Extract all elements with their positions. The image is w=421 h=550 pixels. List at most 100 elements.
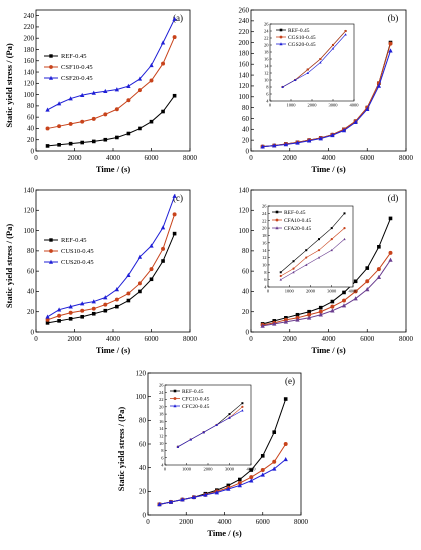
inset-y-tick-label: 10 bbox=[262, 263, 267, 268]
y-tick-label: 80 bbox=[27, 247, 35, 255]
panel-label: (e) bbox=[285, 376, 295, 386]
legend-label: CUS20-0.45 bbox=[61, 259, 94, 266]
inset-data-point bbox=[202, 430, 205, 434]
data-point bbox=[353, 296, 358, 301]
data-point bbox=[180, 497, 185, 502]
inset-data-point bbox=[318, 238, 320, 241]
inset-y-tick-label: 26 bbox=[262, 204, 267, 209]
data-point bbox=[161, 109, 165, 114]
data-point bbox=[137, 254, 143, 259]
data-point bbox=[388, 216, 393, 221]
data-point bbox=[126, 272, 131, 277]
data-point bbox=[160, 225, 166, 230]
x-tick-label: 4000 bbox=[106, 154, 121, 162]
x-tick-label: 2000 bbox=[179, 518, 194, 526]
series-line bbox=[47, 18, 176, 111]
y-tick-label: 0 bbox=[31, 328, 35, 336]
y-tick-label: 140 bbox=[24, 68, 35, 76]
y-tick-label: 60 bbox=[139, 440, 147, 448]
data-point bbox=[376, 274, 382, 280]
legend-marker bbox=[173, 404, 177, 408]
data-point bbox=[283, 397, 288, 401]
y-tick-label: 20 bbox=[139, 488, 147, 496]
legend-label: CFC10-0.45 bbox=[182, 396, 210, 402]
data-point bbox=[330, 308, 335, 313]
inset-x-tick-label: 4000 bbox=[247, 467, 257, 472]
inset-y-tick-label: 12 bbox=[159, 434, 164, 439]
data-point bbox=[138, 289, 142, 294]
data-point bbox=[365, 106, 370, 112]
data-point bbox=[114, 107, 119, 112]
inset-data-point bbox=[241, 405, 244, 408]
inset-y-tick-label: 14 bbox=[159, 426, 164, 431]
data-point bbox=[365, 279, 370, 284]
legend-label: REF-0.45 bbox=[284, 210, 306, 216]
inset-data-point bbox=[331, 47, 335, 50]
data-point bbox=[295, 140, 300, 145]
data-point bbox=[68, 304, 73, 309]
y-tick-label: 0 bbox=[246, 147, 250, 155]
y-tick-label: 40 bbox=[27, 288, 35, 296]
data-point bbox=[191, 494, 197, 500]
data-point bbox=[295, 312, 300, 317]
inset-series-line bbox=[280, 238, 345, 280]
data-point bbox=[260, 323, 265, 328]
data-point bbox=[214, 490, 220, 495]
legend-marker bbox=[173, 397, 177, 400]
inset-y-tick-label: 18 bbox=[262, 233, 267, 238]
inset-y-tick-label: 12 bbox=[264, 71, 269, 76]
y-axis-title: Static yield stress / (Pa) bbox=[116, 407, 126, 492]
y-tick-label: 100 bbox=[24, 227, 35, 235]
x-tick-label: 2000 bbox=[283, 335, 298, 343]
x-tick-label: 8000 bbox=[399, 154, 414, 162]
data-point bbox=[238, 477, 242, 482]
data-point bbox=[237, 483, 242, 488]
inset-data-point bbox=[343, 212, 346, 215]
data-point bbox=[80, 308, 85, 313]
panel-label: (a) bbox=[173, 13, 183, 23]
inset-data-point bbox=[305, 263, 308, 266]
data-point bbox=[330, 132, 335, 138]
inset-y-tick-label: 18 bbox=[264, 50, 269, 55]
data-point bbox=[56, 101, 62, 106]
data-point bbox=[318, 305, 323, 310]
inset-data-point bbox=[306, 71, 309, 74]
y-tick-label: 140 bbox=[24, 186, 35, 194]
inset-y-tick-label: 10 bbox=[159, 441, 164, 446]
panel-label: (c) bbox=[173, 193, 183, 203]
data-point bbox=[68, 96, 73, 101]
y-tick-label: 40 bbox=[27, 125, 35, 133]
data-point bbox=[365, 287, 370, 292]
panel-label: (b) bbox=[388, 13, 399, 23]
data-point bbox=[149, 119, 154, 124]
data-point bbox=[342, 290, 346, 295]
inset-y-tick-label: 4 bbox=[161, 463, 164, 468]
data-point bbox=[260, 144, 265, 149]
inset-x-tick-label: 1000 bbox=[285, 289, 295, 294]
y-tick-label: 80 bbox=[242, 247, 250, 255]
y-axis-title: Static yield stress / (Pa) bbox=[4, 43, 14, 128]
data-point bbox=[283, 457, 288, 462]
data-point bbox=[126, 291, 131, 296]
inset-y-tick-label: 26 bbox=[264, 22, 269, 27]
inset: 0 1000 2000 3000 4000 4 6 8 10 12 14 16 18 20 22 24 26 RE… bbox=[159, 383, 256, 472]
x-tick-label: 4000 bbox=[218, 518, 233, 526]
y-tick-label: 120 bbox=[239, 207, 250, 215]
x-tick-label: 8000 bbox=[183, 154, 198, 162]
inset-x-tick-label: 4000 bbox=[349, 289, 359, 294]
data-point bbox=[341, 128, 347, 133]
data-point bbox=[353, 279, 358, 284]
data-point bbox=[226, 483, 231, 488]
inset-data-point bbox=[292, 270, 295, 274]
data-point bbox=[284, 316, 288, 320]
x-tick-label: 4000 bbox=[322, 154, 337, 162]
legend-marker bbox=[275, 226, 279, 230]
inset-y-tick-label: 20 bbox=[262, 226, 267, 231]
inset-data-point bbox=[319, 61, 322, 64]
data-point bbox=[330, 304, 335, 309]
inset-y-tick-label: 16 bbox=[262, 240, 267, 245]
data-point bbox=[249, 468, 254, 472]
data-point bbox=[376, 83, 382, 88]
series-line bbox=[262, 259, 391, 327]
data-point bbox=[168, 499, 174, 504]
